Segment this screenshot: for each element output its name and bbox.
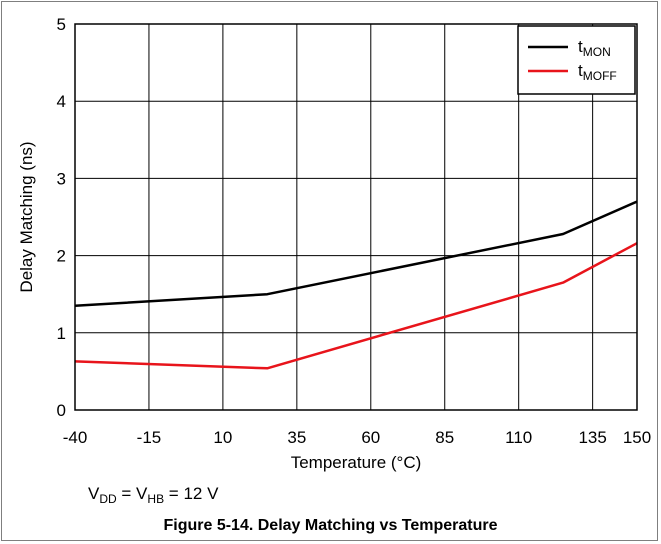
series-line-tMON [74, 200, 638, 308]
plot-border [74, 23, 638, 411]
figure-caption: Figure 5-14. Delay Matching vs Temperatu… [163, 517, 498, 534]
y-tick-label: 1 [57, 324, 66, 343]
y-tick-label: 3 [57, 169, 66, 188]
series-group [74, 200, 638, 370]
x-tick-label: 60 [361, 428, 380, 447]
test-condition: VDD = VHB = 12 V [88, 484, 218, 506]
y-axis: 0 1 2 3 4 5 [57, 15, 66, 420]
x-tick-label: -15 [137, 428, 162, 447]
y-tick-label: 5 [57, 15, 66, 34]
y-axis-title: Delay Matching (ns) [17, 141, 36, 292]
y-tick-label: 4 [57, 92, 66, 111]
x-tick-label: 150 [623, 428, 651, 447]
legend-label-tMOFF: tMOFF [578, 61, 617, 83]
legend-label-tMON: tMON [578, 37, 611, 59]
condition-eq2: = 12 V [164, 484, 219, 503]
x-tick-label: 135 [578, 428, 606, 447]
condition-v2-sub: HB [147, 492, 165, 506]
x-tick-label: 35 [287, 428, 306, 447]
series-line-tMOFF [74, 242, 638, 370]
x-axis: -40 -15 10 35 60 85 110 135 150 [63, 428, 651, 447]
x-tick-label: 110 [505, 428, 532, 447]
x-axis-title: Temperature (°C) [291, 453, 422, 472]
condition-v1: V [88, 484, 100, 503]
grid [75, 24, 637, 410]
condition-v1-sub: DD [99, 492, 117, 506]
x-tick-label: 10 [213, 428, 232, 447]
legend-box [517, 25, 636, 95]
y-tick-label: 0 [57, 401, 66, 420]
condition-eq1: = V [116, 484, 148, 503]
x-tick-label: 85 [435, 428, 454, 447]
x-tick-label: -40 [63, 428, 88, 447]
y-tick-label: 2 [57, 247, 66, 266]
